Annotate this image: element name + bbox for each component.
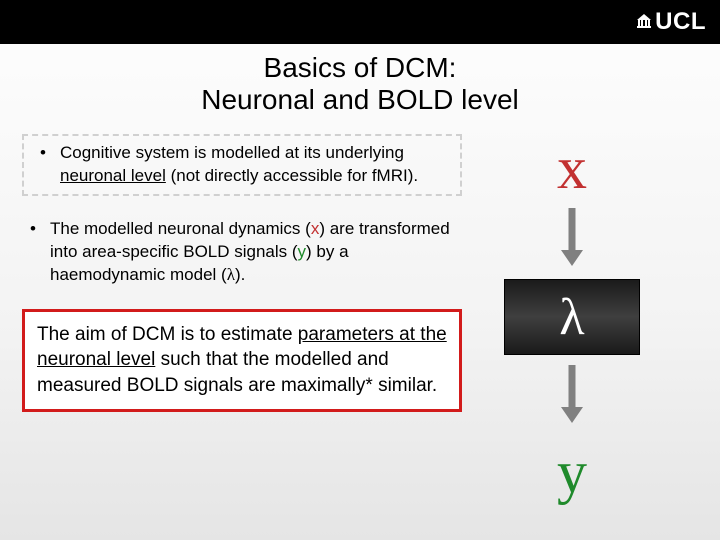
header-bar: UCL xyxy=(0,0,720,44)
inline-lambda: λ xyxy=(227,265,235,284)
ucl-logo: UCL xyxy=(635,8,706,36)
lambda-box: λ xyxy=(504,279,640,355)
bullet-1: Cognitive system is modelled at its unde… xyxy=(32,142,452,188)
bullet-1-post: (not directly accessible for fMRI). xyxy=(166,166,418,185)
logo-dome-icon xyxy=(635,12,653,33)
bullet-1-underline: neuronal level xyxy=(60,166,166,185)
b2-t1: The modelled neuronal dynamics ( xyxy=(50,219,311,238)
slide-title: Basics of DCM: Neuronal and BOLD level xyxy=(0,44,720,134)
diagram-column: x λ y xyxy=(472,134,672,502)
aim-box: The aim of DCM is to estimate parameters… xyxy=(22,309,462,412)
diagram-y: y xyxy=(557,442,587,502)
bullet-2-block: The modelled neuronal dynamics (x) are t… xyxy=(22,218,462,287)
logo-text: UCL xyxy=(655,8,706,36)
arrow-2 xyxy=(560,365,584,428)
inline-y: y xyxy=(298,242,307,261)
b2-t4: ). xyxy=(235,265,245,284)
diagram-lambda: λ xyxy=(559,288,584,347)
diagram-x: x xyxy=(557,138,587,198)
title-line-1: Basics of DCM: xyxy=(0,52,720,84)
title-line-2: Neuronal and BOLD level xyxy=(0,84,720,116)
redbox-t1: The aim of DCM is to estimate xyxy=(37,324,298,345)
bullet-1-pre: Cognitive system is modelled at its unde… xyxy=(60,143,404,162)
bullet-1-box: Cognitive system is modelled at its unde… xyxy=(22,134,462,196)
left-column: Cognitive system is modelled at its unde… xyxy=(22,134,462,502)
content-area: Cognitive system is modelled at its unde… xyxy=(0,134,720,502)
arrow-1 xyxy=(560,208,584,271)
bullet-2: The modelled neuronal dynamics (x) are t… xyxy=(22,218,462,287)
